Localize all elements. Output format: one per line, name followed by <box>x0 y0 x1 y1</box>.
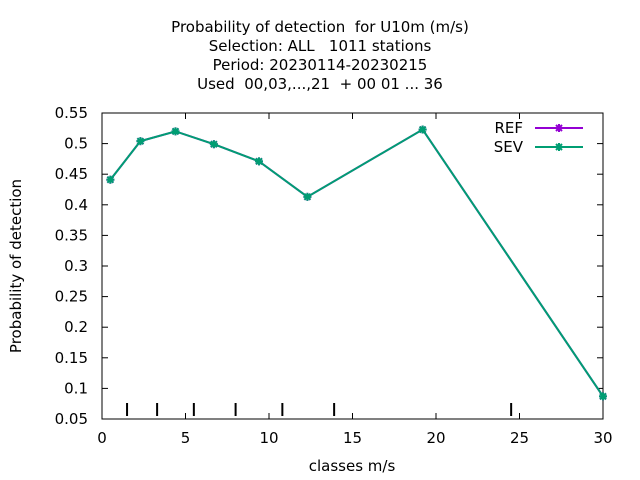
legend-label-sev: SEV <box>494 138 524 156</box>
x-tick-label: 20 <box>426 429 445 447</box>
chart-title-line-4: Used 00,03,...,21 + 00 01 ... 36 <box>197 75 443 93</box>
data-point-sev <box>209 140 218 149</box>
x-axis: 0 5 10 15 20 25 30 <box>97 113 613 447</box>
legend-marker-ref <box>555 124 563 132</box>
x-axis-title: classes m/s <box>309 457 396 475</box>
x-tick-label: 15 <box>343 429 362 447</box>
y-axis: 0.05 0.1 0.15 0.2 0.25 0.3 0.35 0.4 0.45 0.5 0.55 <box>55 104 603 428</box>
x-tick-label: 5 <box>181 429 191 447</box>
data-point-sev <box>303 192 312 201</box>
class-boundary-marks <box>126 403 513 416</box>
y-tick-label: 0.25 <box>55 288 88 306</box>
series-line-ref <box>109 128 604 397</box>
x-tick-label: 25 <box>510 429 529 447</box>
plot-frame <box>101 112 604 420</box>
marker-d2 <box>303 193 312 201</box>
y-tick-label: 0.05 <box>55 410 88 428</box>
y-tick-label: 0.15 <box>55 349 88 367</box>
y-tick-label: 0.35 <box>55 226 88 244</box>
series-layer <box>106 125 607 401</box>
y-tick-label: 0.5 <box>64 135 88 153</box>
legend-label-ref: REF <box>494 119 523 137</box>
x-tick-label: 10 <box>259 429 278 447</box>
y-tick-label: 0.3 <box>64 257 88 275</box>
chart-title-line-1: Probability of detection for U10m (m/s) <box>171 18 469 36</box>
data-point-sev <box>136 137 145 146</box>
marker-d2 <box>555 143 563 151</box>
marker-d2 <box>106 176 115 184</box>
data-point-sev <box>171 127 180 136</box>
x-tick-label: 0 <box>97 429 107 447</box>
marker-d2 <box>555 124 563 132</box>
marker-d2 <box>171 127 180 136</box>
chart-title-line-2: Selection: ALL 1011 stations <box>208 37 432 55</box>
marker-d2 <box>136 137 145 145</box>
marker-d2 <box>210 140 218 148</box>
y-tick-label: 0.2 <box>64 318 88 336</box>
data-point-sev <box>106 175 115 184</box>
data-point-sev <box>599 392 607 401</box>
data-point-sev <box>418 125 427 134</box>
y-tick-label: 0.45 <box>55 165 88 183</box>
y-axis-title: Probability of detection <box>7 179 25 353</box>
marker-d2 <box>418 125 427 134</box>
x-tick-label: 30 <box>593 429 612 447</box>
legend-marker-sev <box>555 143 563 151</box>
y-tick-label: 0.1 <box>64 379 88 397</box>
data-point-sev <box>254 157 263 166</box>
series-line-sev <box>109 128 604 397</box>
y-tick-label: 0.4 <box>64 196 88 214</box>
marker-d2 <box>255 157 263 166</box>
marker-d2 <box>599 392 607 401</box>
y-tick-label: 0.55 <box>55 104 88 122</box>
chart-title-line-3: Period: 20230114-20230215 <box>212 56 428 74</box>
